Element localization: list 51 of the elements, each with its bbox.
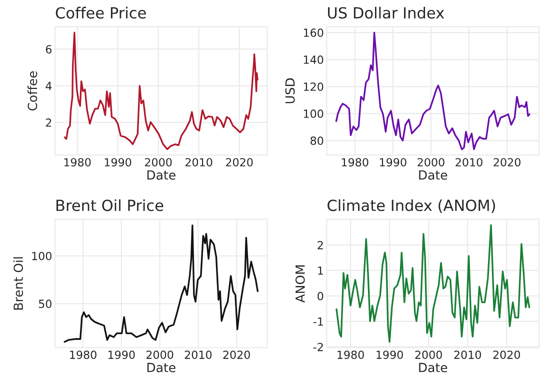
y-tick-label: 0 [318,292,324,300]
y-tick-label: 4 [46,82,52,90]
x-tick-label: 1990 [376,350,403,359]
y-tick-label: 2 [318,240,323,250]
x-tick-label: 2000 [144,158,172,166]
x-tick-label: 2000 [418,158,444,166]
x-tick-label: 2010 [185,158,212,166]
x-tick-label: 1980 [338,350,364,359]
x-tick-label: 2020 [493,350,520,359]
y-tick-label: 160 [304,28,324,37]
x-tick-label: 1990 [380,158,406,166]
y-axis-title: Coffee [28,71,38,110]
chart-title: US Dollar Index [328,6,444,19]
x-tick-label: 2020 [226,158,253,166]
y-axis-title: ANOM [295,265,305,303]
x-tick-label: 2020 [494,158,520,166]
y-tick-label: 100 [304,110,324,118]
line-series [336,224,530,343]
x-tick-label: 1980 [70,350,96,359]
y-tick-label: -2 [313,342,323,352]
x-tick-label: 1990 [108,350,135,359]
x-axis-title: Date [147,170,176,180]
y-axis-title: Brent Oil [13,257,24,310]
x-tick-label: 2010 [454,350,481,359]
line-series [335,32,530,150]
x-tick-label: 2010 [456,158,482,166]
line-series [64,224,259,343]
y-tick-label: 120 [304,82,324,91]
chart-title: Brent Oil Price [56,199,164,212]
x-tick-label: 1980 [342,158,368,166]
y-tick-label: 50 [38,300,52,308]
y-tick-label: 6 [46,45,52,54]
line-series [64,32,258,150]
x-tick-label: 2010 [184,350,212,359]
x-tick-label: 1990 [104,158,132,166]
x-axis-title: Date [419,362,448,372]
y-tick-label: 140 [304,56,324,64]
chart-title: Climate Index (ANOM) [328,199,495,213]
y-axis-title: USD [285,78,295,104]
x-tick-label: 2020 [223,350,250,359]
y-tick-label: -1 [313,318,323,326]
x-axis-title: Date [419,170,448,180]
chart-title: Coffee Price [56,6,146,19]
x-tick-label: 2000 [415,350,442,359]
x-tick-label: 1980 [64,158,91,166]
y-tick-label: 1 [318,266,323,275]
x-axis-title: Date [147,362,176,372]
x-tick-label: 2000 [146,350,174,359]
y-tick-label: 80 [310,136,324,145]
y-tick-label: 100 [32,252,52,260]
y-tick-label: 2 [46,118,52,127]
